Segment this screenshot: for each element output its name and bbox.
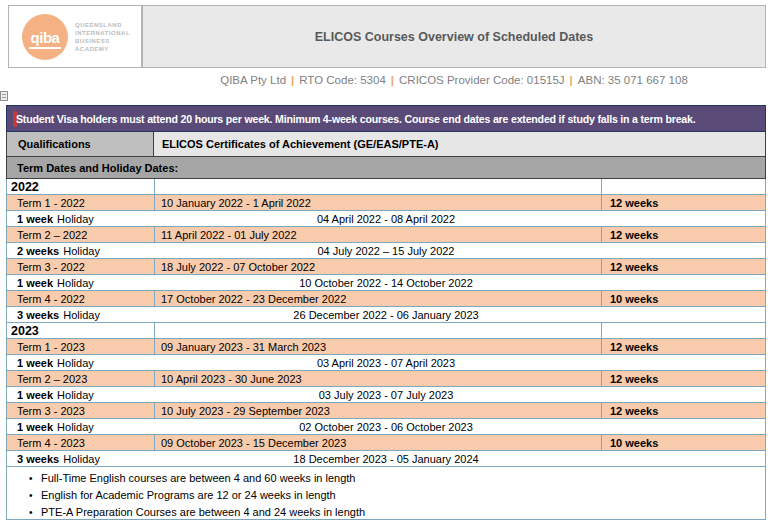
term-dates: 10 January 2022 - 1 April 2022 [154,195,601,210]
org-name: QUEENSLAND INTERNATIONAL BUSINESS ACADEM… [75,21,130,53]
year-label: 2023 [7,323,154,338]
term-label: Term 1 - 2022 [7,195,154,210]
note-text: Full-Time English courses are between 4 … [41,470,355,487]
term-label: Term 4 - 2023 [7,435,154,450]
term-label: Term 3 - 2023 [7,403,154,418]
qualifications-row: Qualifications ELICOS Certificates of Ac… [6,132,766,157]
bullet-icon: • [29,504,41,521]
term-duration: 12 weeks [601,259,765,274]
note-item: •English for Academic Programs are 12 or… [7,487,765,504]
schedule-rows: 2022Term 1 - 202210 January 2022 - 1 Apr… [6,179,766,467]
holiday-dates: 02 October 2023 - 06 October 2023 [7,419,765,434]
holiday-row: 2 weeksHoliday04 July 2022 – 15 July 202… [6,243,766,259]
holiday-dates: 03 July 2023 - 07 July 2023 [7,387,765,402]
term-dates: 18 July 2022 - 07 October 2022 [154,259,601,274]
bullet-icon: • [29,487,41,504]
term-label: Term 3 - 2022 [7,259,154,274]
holiday-row: 1 weekHoliday10 October 2022 - 14 Octobe… [6,275,766,291]
term-label: Term 2 – 2022 [7,227,154,242]
term-dates: 10 July 2023 - 29 September 2023 [154,403,601,418]
term-dates: 09 October 2023 - 15 December 2023 [154,435,601,450]
table-handle-icon[interactable] [0,91,8,101]
qiba-globe-icon: qiba [22,14,68,60]
term-dates: 17 October 2022 - 23 December 2022 [154,291,601,306]
document-page: qiba QUEENSLAND INTERNATIONAL BUSINESS A… [0,0,768,528]
term-label: Term 2 – 2023 [7,371,154,386]
term-row: Term 4 - 202309 October 2023 - 15 Decemb… [6,435,766,451]
holiday-dates: 03 April 2023 - 07 April 2023 [7,355,765,370]
holiday-row: 1 weekHoliday03 July 2023 - 07 July 2023 [6,387,766,403]
holiday-row: 3 weeksHoliday26 December 2022 - 06 Janu… [6,307,766,323]
document-title: ELICOS Courses Overview of Scheduled Dat… [315,30,594,44]
term-row: Term 3 - 202218 July 2022 - 07 October 2… [6,259,766,275]
term-duration: 12 weeks [601,227,765,242]
term-row: Term 2 – 202211 April 2022 - 01 July 202… [6,227,766,243]
term-duration: 12 weeks [601,195,765,210]
org-name-line: ACADEMY [75,45,130,53]
term-row: Term 4 - 202217 October 2022 - 23 Decemb… [6,291,766,307]
term-label: Term 1 - 2023 [7,339,154,354]
qiba-logo: qiba QUEENSLAND INTERNATIONAL BUSINESS A… [8,5,142,68]
term-duration: 10 weeks [601,291,765,306]
note-item: •Full-Time English courses are between 4… [7,470,765,487]
separator: | [386,74,399,86]
term-dates: 09 January 2023 - 31 March 2023 [154,339,601,354]
org-name-line: BUSINESS [75,37,130,45]
holiday-dates: 18 December 2023 - 05 January 2024 [7,451,765,466]
visa-notice-text: Student Visa holders must attend 20 hour… [16,113,695,125]
org-info-segment: CRICOS Provider Code: 01515J [399,74,565,86]
year-spacer-cell [154,323,601,338]
term-row: Term 3 - 202310 July 2023 - 29 September… [6,403,766,419]
bullet-icon: • [29,470,41,487]
note-item: •PTE-A Preparation Courses are between 4… [7,504,765,521]
term-row: Term 2 – 202310 April 2023 - 30 June 202… [6,371,766,387]
qualifications-value: ELICOS Certificates of Achievement (GE/E… [154,132,765,156]
holiday-row: 1 weekHoliday02 October 2023 - 06 Octobe… [6,419,766,435]
holiday-row: 3 weeksHoliday18 December 2023 - 05 Janu… [6,451,766,467]
qiba-logo-text: qiba [29,29,62,49]
holiday-row: 1 weekHoliday04 April 2022 - 08 April 20… [6,211,766,227]
qualifications-label: Qualifications [7,132,154,156]
term-duration: 12 weeks [601,371,765,386]
year-spacer-cell [601,323,765,338]
org-info-segment: QIBA Pty Ltd [220,74,286,86]
year-label: 2022 [7,179,154,194]
term-duration: 10 weeks [601,435,765,450]
holiday-dates: 04 July 2022 – 15 July 2022 [7,243,765,258]
schedule-table: Student Visa holders must attend 20 hour… [6,105,766,520]
year-row: 2023 [6,323,766,339]
year-spacer-cell [154,179,601,194]
separator: | [286,74,299,86]
holiday-row: 1 weekHoliday03 April 2023 - 07 April 20… [6,355,766,371]
term-row: Term 1 - 202210 January 2022 - 1 April 2… [6,195,766,211]
year-spacer-cell [601,179,765,194]
separator: | [565,74,578,86]
document-title-box: ELICOS Courses Overview of Scheduled Dat… [142,5,766,68]
year-row: 2022 [6,179,766,195]
visa-notice-banner: Student Visa holders must attend 20 hour… [6,105,766,132]
section-header: Term Dates and Holiday Dates: [6,157,766,179]
holiday-dates: 10 October 2022 - 14 October 2022 [7,275,765,290]
term-duration: 12 weeks [601,339,765,354]
term-dates: 11 April 2022 - 01 July 2022 [154,227,601,242]
note-text: PTE-A Preparation Courses are between 4 … [41,504,365,521]
term-dates: 10 April 2023 - 30 June 2023 [154,371,601,386]
holiday-dates: 04 April 2022 - 08 April 2022 [7,211,765,226]
term-duration: 12 weeks [601,403,765,418]
org-name-line: QUEENSLAND [75,21,130,29]
term-row: Term 1 - 202309 January 2023 - 31 March … [6,339,766,355]
org-info-segment: RTO Code: 5304 [299,74,386,86]
holiday-dates: 26 December 2022 - 06 January 2023 [7,307,765,322]
org-info-line: QIBA Pty Ltd|RTO Code: 5304|CRICOS Provi… [142,74,766,86]
term-label: Term 4 - 2022 [7,291,154,306]
note-text: English for Academic Programs are 12 or … [41,487,336,504]
notes-row: •Full-Time English courses are between 4… [6,467,766,520]
org-info-segment: ABN: 35 071 667 108 [578,74,688,86]
org-name-line: INTERNATIONAL [75,29,130,37]
